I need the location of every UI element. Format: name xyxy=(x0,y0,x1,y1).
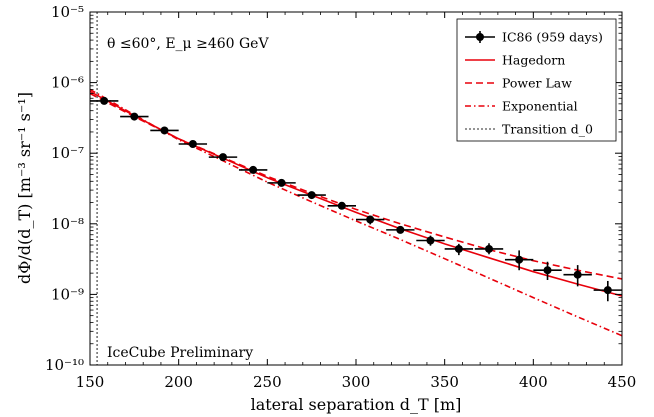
legend-label: IC86 (959 days) xyxy=(502,30,603,45)
x-tick-label: 450 xyxy=(608,373,637,391)
x-tick-labels: 150 200 250 300 350 400 450 xyxy=(76,373,637,391)
y-tick-labels: 10⁻¹⁰ 10⁻⁹ 10⁻⁸ 10⁻⁷ 10⁻⁶ 10⁻⁵ xyxy=(45,3,84,374)
legend-box xyxy=(456,18,617,142)
data-marker xyxy=(249,165,258,174)
data-point xyxy=(386,225,415,234)
data-marker xyxy=(515,255,524,264)
annotation-cut: θ ≤60°, E_μ ≥460 GeV xyxy=(107,36,269,52)
legend-marker xyxy=(476,33,484,41)
y-axis-title: dΦ/d(d_T) [m⁻³ sr⁻¹ s⁻¹] xyxy=(15,92,34,284)
data-point xyxy=(533,261,562,280)
data-marker xyxy=(337,201,346,210)
annotation-preliminary: IceCube Preliminary xyxy=(107,345,253,361)
data-marker xyxy=(100,96,109,105)
legend-label: Power Law xyxy=(502,76,572,91)
series-line-exponential xyxy=(90,88,622,337)
data-marker xyxy=(543,266,552,275)
data-point xyxy=(267,178,296,187)
legend: IC86 (959 days) Hagedorn Power Law Exponent… xyxy=(456,18,617,142)
data-point xyxy=(178,139,208,148)
legend-entry: Power Law xyxy=(465,76,572,91)
data-marker xyxy=(454,244,463,253)
data-point xyxy=(356,215,385,225)
x-tick-label: 400 xyxy=(519,373,548,391)
legend-label: Exponential xyxy=(502,99,578,114)
data-point xyxy=(208,153,238,162)
x-tick-label: 350 xyxy=(430,373,459,391)
y-tick-label: 10⁻⁶ xyxy=(51,74,84,92)
data-marker xyxy=(307,191,316,200)
data-marker xyxy=(426,236,435,245)
y-tick-label: 10⁻¹⁰ xyxy=(45,356,84,374)
data-point xyxy=(563,265,592,287)
data-marker xyxy=(603,286,612,295)
data-marker xyxy=(130,112,139,121)
legend-label: Hagedorn xyxy=(502,53,565,68)
data-marker xyxy=(366,215,375,224)
data-marker xyxy=(485,244,493,253)
axis-ticks xyxy=(89,11,623,366)
x-axis-title: lateral separation d_T [m] xyxy=(251,395,462,414)
data-point xyxy=(90,96,119,105)
legend-entry: IC86 (959 days) xyxy=(465,30,603,45)
y-tick-label: 10⁻⁵ xyxy=(51,3,84,21)
legend-label: Transition d_0 xyxy=(502,122,593,137)
x-tick-label: 200 xyxy=(164,373,193,391)
data-points xyxy=(90,96,622,302)
y-tick-label: 10⁻⁸ xyxy=(51,215,84,233)
data-point xyxy=(504,250,534,271)
model-curves xyxy=(90,88,622,337)
data-point xyxy=(474,243,504,255)
data-marker xyxy=(396,225,405,234)
legend-entry: Transition d_0 xyxy=(465,122,593,137)
legend-entry: Exponential xyxy=(465,99,578,114)
series-line-power-law xyxy=(90,92,622,280)
data-marker xyxy=(219,153,227,162)
data-marker xyxy=(188,139,197,148)
legend-entry: Hagedorn xyxy=(465,53,565,68)
data-point xyxy=(327,201,356,210)
x-tick-label: 250 xyxy=(253,373,282,391)
data-point xyxy=(297,191,326,200)
x-tick-label: 300 xyxy=(342,373,371,391)
data-point xyxy=(120,112,149,121)
data-point xyxy=(150,126,179,135)
data-marker xyxy=(277,178,286,187)
y-tick-label: 10⁻⁹ xyxy=(51,285,84,303)
data-marker xyxy=(160,126,169,135)
data-point xyxy=(444,243,474,256)
data-marker xyxy=(573,270,582,279)
x-tick-label: 150 xyxy=(76,373,105,391)
data-point xyxy=(238,165,268,174)
y-tick-label: 10⁻⁷ xyxy=(51,144,84,162)
data-point xyxy=(593,280,622,302)
data-point xyxy=(416,235,445,246)
